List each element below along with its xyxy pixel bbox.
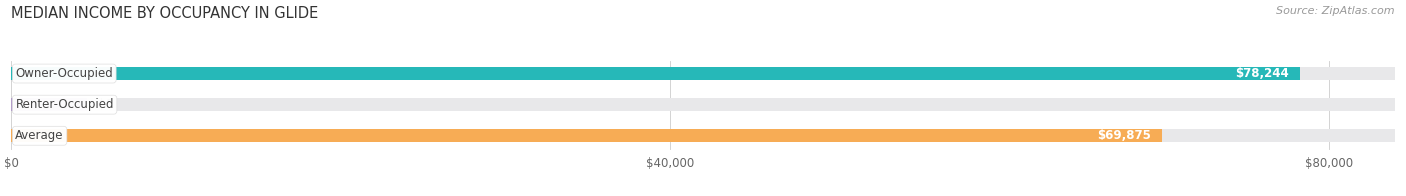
Text: Source: ZipAtlas.com: Source: ZipAtlas.com [1277, 6, 1395, 16]
Bar [11, 67, 1301, 80]
Bar [11, 129, 1163, 142]
Bar [11, 98, 87, 111]
Text: $78,244: $78,244 [1234, 67, 1289, 80]
Bar [11, 98, 1395, 111]
Text: Average: Average [15, 129, 63, 142]
Bar [11, 129, 1395, 142]
Text: $69,875: $69,875 [1097, 129, 1152, 142]
Text: MEDIAN INCOME BY OCCUPANCY IN GLIDE: MEDIAN INCOME BY OCCUPANCY IN GLIDE [11, 6, 319, 21]
Text: Renter-Occupied: Renter-Occupied [15, 98, 114, 111]
Text: Owner-Occupied: Owner-Occupied [15, 67, 112, 80]
Text: $0: $0 [98, 98, 114, 111]
Bar [11, 67, 1395, 80]
